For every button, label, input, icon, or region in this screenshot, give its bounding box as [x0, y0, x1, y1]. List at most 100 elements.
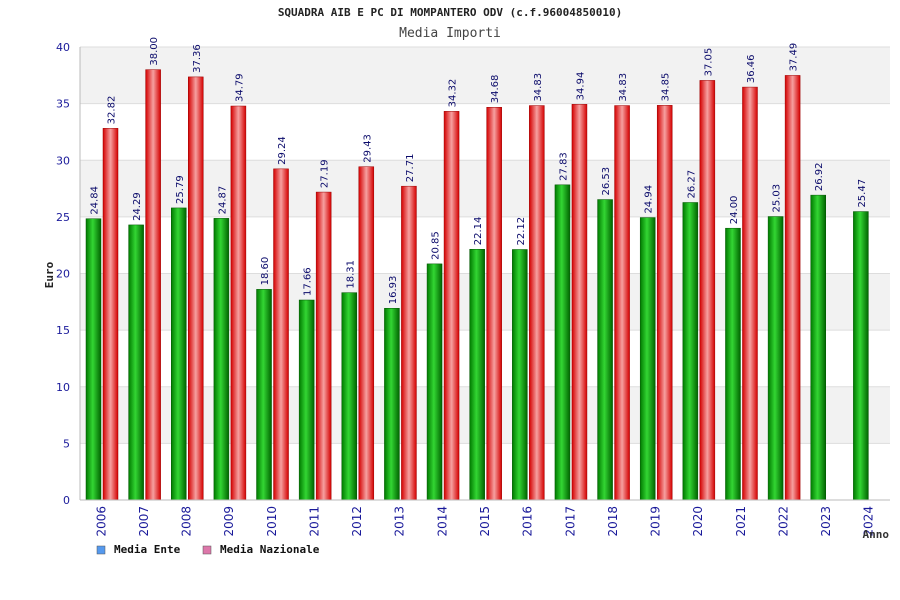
x-tick-label-2018: 2018 — [606, 506, 620, 537]
value-label-media-ente-2013: 16.93 — [388, 276, 399, 305]
bar-media-ente-2006 — [85, 218, 102, 501]
value-label-media-nazionale-2009: 34.79 — [234, 73, 245, 102]
value-label-media-ente-2020: 26.27 — [686, 170, 697, 199]
y-tick-label-25: 25 — [56, 211, 70, 224]
value-label-media-ente-2011: 17.66 — [303, 267, 314, 296]
x-tick-label-2020: 2020 — [691, 506, 705, 537]
bar-media-ente-2024 — [853, 211, 869, 501]
x-tick-label-2024: 2024 — [862, 506, 876, 537]
y-tick-label-15: 15 — [56, 324, 70, 337]
y-tick-label-35: 35 — [56, 98, 70, 111]
value-label-media-nazionale-2013: 27.71 — [405, 154, 416, 183]
bar-media-ente-2016 — [512, 249, 528, 501]
y-axis-ticks: 0 5 10 15 20 25 30 35 40 — [56, 41, 70, 507]
bar-media-nazionale-2022 — [784, 75, 801, 501]
bar-media-ente-2010 — [256, 289, 272, 501]
value-label-media-ente-2007: 24.29 — [132, 192, 143, 221]
value-label-media-nazionale-2012: 29.43 — [362, 134, 373, 163]
x-tick-label-2013: 2013 — [393, 506, 407, 537]
value-label-media-ente-2017: 27.83 — [558, 152, 569, 181]
bar-media-ente-2022 — [767, 216, 784, 501]
bar-media-ente-2019 — [639, 217, 656, 501]
y-tick-label-0: 0 — [63, 494, 70, 507]
bar-media-ente-2020 — [682, 202, 699, 501]
value-label-media-nazionale-2021: 36.46 — [746, 54, 757, 83]
value-label-media-nazionale-2019: 34.85 — [661, 73, 672, 102]
bar-media-ente-2008 — [171, 207, 187, 501]
x-axis-label: Anno — [863, 528, 890, 541]
bar-media-ente-2021 — [725, 227, 741, 501]
bar-media-ente-2009 — [213, 218, 230, 501]
value-label-media-nazionale-2010: 29.24 — [277, 136, 288, 165]
bar-media-nazionale-2021 — [742, 86, 758, 501]
value-label-media-ente-2009: 24.87 — [217, 186, 228, 215]
legend: Media Ente Media Nazionale — [96, 543, 320, 556]
x-tick-label-2017: 2017 — [563, 506, 577, 537]
bar-media-ente-2017 — [554, 184, 571, 501]
bar-media-nazionale-2007 — [145, 69, 161, 501]
legend-label-media-nazionale: Media Nazionale — [220, 543, 320, 556]
value-label-media-ente-2024: 25.47 — [857, 179, 868, 208]
value-label-media-ente-2016: 22.12 — [516, 217, 527, 246]
value-label-media-ente-2008: 25.79 — [175, 175, 186, 204]
x-tick-label-2011: 2011 — [307, 506, 321, 537]
x-tick-label-2006: 2006 — [94, 506, 108, 537]
value-label-media-nazionale-2022: 37.49 — [789, 43, 800, 72]
x-tick-label-2015: 2015 — [478, 506, 492, 537]
bar-media-ente-2014 — [426, 263, 443, 501]
value-label-media-ente-2021: 24.00 — [729, 196, 740, 225]
y-axis-label: Euro — [43, 261, 56, 288]
bar-media-nazionale-2012 — [358, 166, 375, 501]
bar-media-nazionale-2010 — [273, 168, 289, 501]
value-label-media-ente-2022: 25.03 — [772, 184, 783, 213]
bar-media-nazionale-2017 — [571, 104, 588, 501]
bar-media-nazionale-2016 — [529, 105, 545, 501]
value-label-media-nazionale-2020: 37.05 — [703, 48, 714, 77]
bar-media-nazionale-2018 — [614, 105, 630, 501]
bar-media-nazionale-2015 — [486, 106, 502, 501]
chart-subtitle: Media Importi — [399, 26, 501, 41]
bar-media-nazionale-2006 — [102, 128, 119, 501]
y-tick-label-30: 30 — [56, 154, 70, 167]
value-label-media-nazionale-2017: 34.94 — [575, 72, 586, 101]
x-tick-label-2010: 2010 — [265, 506, 279, 537]
bar-media-ente-2013 — [384, 308, 400, 501]
legend-label-media-ente: Media Ente — [114, 543, 181, 556]
value-label-media-ente-2015: 22.14 — [473, 217, 484, 246]
x-tick-label-2008: 2008 — [180, 506, 194, 537]
bar-media-nazionale-2008 — [188, 76, 204, 501]
bar-media-ente-2011 — [298, 299, 315, 501]
bar-media-nazionale-2020 — [699, 80, 716, 501]
x-tick-label-2022: 2022 — [776, 506, 790, 537]
legend-swatch-media-nazionale — [202, 545, 212, 555]
bar-media-ente-2007 — [128, 224, 144, 501]
value-label-media-ente-2023: 26.92 — [814, 162, 825, 191]
bar-media-ente-2012 — [341, 292, 358, 501]
bar-media-nazionale-2009 — [230, 105, 247, 501]
x-tick-label-2012: 2012 — [350, 506, 364, 537]
y-tick-label-10: 10 — [56, 381, 70, 394]
value-label-media-ente-2006: 24.84 — [90, 186, 101, 215]
x-tick-label-2007: 2007 — [137, 506, 151, 537]
value-label-media-nazionale-2015: 34.68 — [490, 75, 501, 104]
value-label-media-nazionale-2016: 34.83 — [533, 73, 544, 102]
x-tick-label-2014: 2014 — [435, 506, 449, 537]
chart-title: SQUADRA AIB E PC DI MOMPANTERO ODV (c.f.… — [278, 6, 622, 19]
value-label-media-nazionale-2018: 34.83 — [618, 73, 629, 102]
x-tick-label-2016: 2016 — [521, 506, 535, 537]
x-axis-ticks: 2006 2007 2008 2009 2010 2011 2012 2013 2014 2015… — [94, 506, 875, 537]
value-label-media-nazionale-2008: 37.36 — [192, 44, 203, 73]
value-label-media-ente-2012: 18.31 — [345, 260, 356, 289]
x-tick-label-2019: 2019 — [649, 506, 663, 537]
x-tick-label-2009: 2009 — [222, 506, 236, 537]
value-label-media-ente-2018: 26.53 — [601, 167, 612, 196]
y-tick-label-40: 40 — [56, 41, 70, 54]
value-label-media-ente-2019: 24.94 — [644, 185, 655, 214]
bar-media-nazionale-2014 — [443, 111, 460, 501]
bar-media-nazionale-2011 — [315, 191, 332, 501]
value-label-media-nazionale-2014: 34.32 — [448, 79, 459, 108]
bar-media-nazionale-2013 — [401, 185, 417, 501]
value-label-media-nazionale-2011: 27.19 — [320, 159, 331, 188]
value-label-media-nazionale-2006: 32.82 — [107, 96, 118, 125]
